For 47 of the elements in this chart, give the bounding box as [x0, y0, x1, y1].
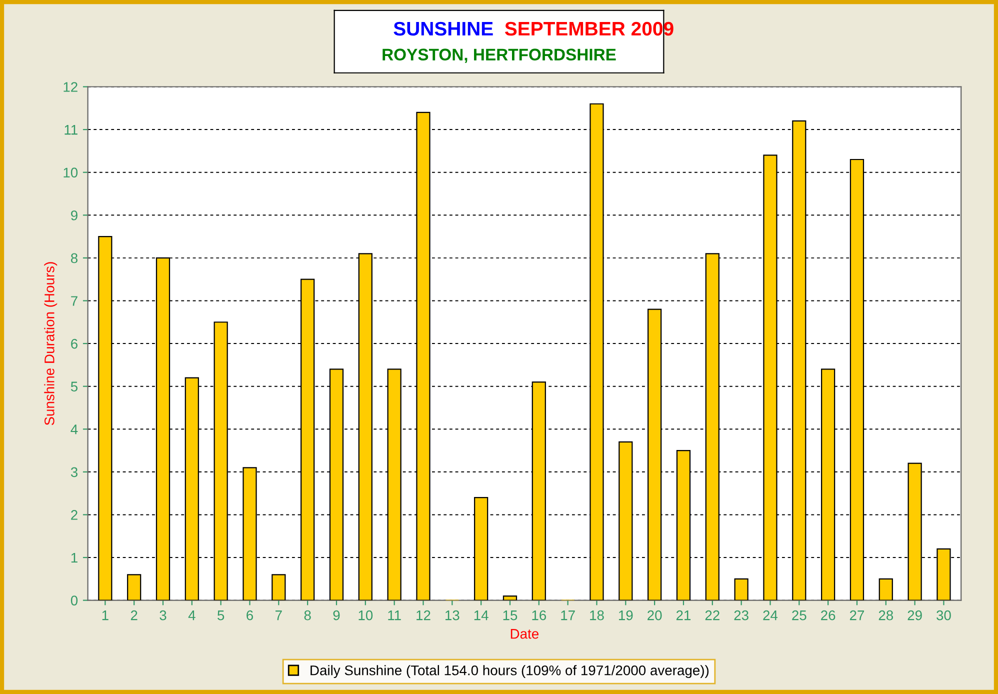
x-tick-label: 28: [878, 610, 894, 620]
chart-subtitle: ROYSTON, HERTFORDSHIRE: [382, 48, 616, 63]
x-tick-label: 13: [445, 610, 460, 620]
y-tick-label: 8: [70, 253, 78, 264]
x-tick-label: 12: [416, 610, 430, 620]
x-tick-label: 29: [908, 610, 922, 620]
x-tick-label: 14: [474, 610, 488, 620]
x-tick-label: 2: [130, 610, 138, 620]
x-tick-label: 21: [676, 610, 691, 620]
x-tick-label: 18: [590, 610, 604, 620]
x-tick-label: 16: [532, 610, 546, 620]
x-tick-label: 30: [936, 610, 951, 620]
y-tick-label: 10: [64, 168, 78, 178]
y-tick-label: 1: [71, 552, 78, 563]
x-tick-label: 24: [763, 610, 778, 620]
y-tick-label: 0: [70, 596, 78, 606]
y-tick-label: 7: [71, 296, 78, 306]
x-tick-label: 7: [276, 610, 282, 620]
x-tick-label: 10: [358, 610, 373, 620]
y-tick-label: 5: [70, 382, 78, 392]
x-tick-label: 23: [734, 610, 748, 620]
x-tick-label: 3: [160, 610, 166, 620]
x-tick-label: 4: [188, 610, 196, 620]
x-tick-label: 9: [333, 610, 340, 620]
x-tick-label: 22: [705, 610, 720, 620]
y-tick-label: 2: [71, 510, 78, 520]
x-tick-label: 20: [648, 610, 662, 620]
y-axis-title: Sunshine Duration (Hours): [44, 262, 58, 426]
x-tick-label: 25: [792, 610, 806, 620]
x-tick-label: 26: [821, 610, 836, 620]
x-tick-label: 15: [503, 610, 518, 620]
y-tick-label: 11: [64, 125, 78, 135]
y-tick-label: 3: [70, 467, 78, 478]
x-tick-label: 27: [850, 610, 864, 620]
y-tick-label: 4: [70, 424, 78, 434]
y-tick-label: 9: [71, 210, 78, 220]
x-tick-label: 19: [618, 610, 633, 620]
x-axis-title: Date: [510, 629, 538, 639]
x-tick-label: 6: [246, 610, 254, 620]
x-tick-label: 11: [388, 610, 401, 620]
x-tick-label: 5: [218, 610, 224, 620]
x-tick-label: 17: [561, 610, 575, 620]
y-tick-label: 6: [71, 338, 78, 349]
y-tick-label: 12: [64, 82, 78, 92]
x-tick-label: 8: [304, 610, 311, 620]
legend-label: Daily Sunshine (Total 154.0 hours (109% of 1971/2000 average)): [310, 665, 709, 678]
x-tick-label: 1: [102, 610, 108, 620]
